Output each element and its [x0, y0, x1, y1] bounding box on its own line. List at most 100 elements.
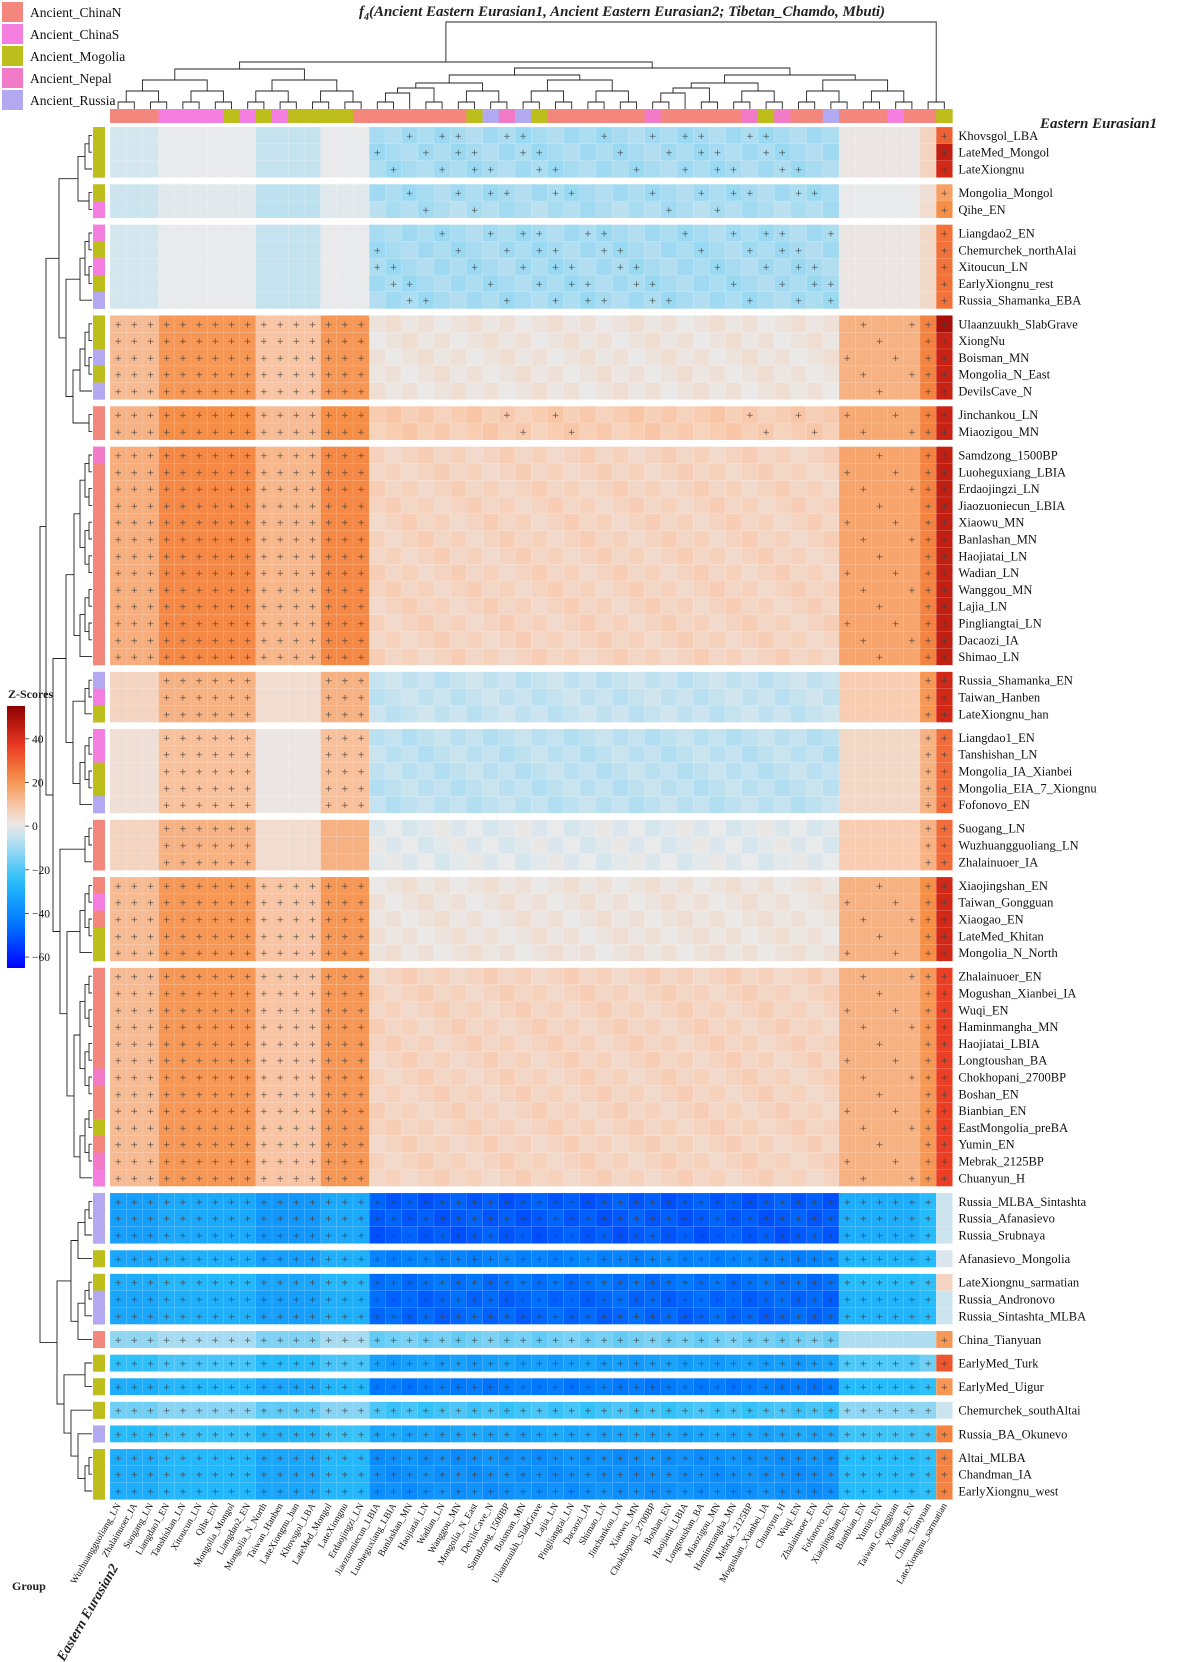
- heatmap-cell: [693, 547, 710, 565]
- row-dendrogram-branch: [84, 688, 92, 715]
- heatmap-cell: [482, 564, 500, 582]
- heatmap-cell: [450, 1034, 467, 1053]
- row-dendrogram-branch: [79, 257, 92, 301]
- significance-mark: +: [163, 485, 171, 495]
- significance-mark: +: [114, 502, 122, 512]
- significance-mark: +: [195, 990, 203, 1000]
- significance-mark: +: [179, 1215, 187, 1225]
- significance-mark: +: [892, 1158, 900, 1168]
- significance-mark: +: [357, 653, 365, 663]
- heatmap-cell: [531, 648, 548, 666]
- heatmap-cell: [417, 1001, 435, 1019]
- significance-mark: +: [179, 519, 187, 529]
- heatmap-cell: [725, 547, 743, 565]
- heatmap-cell: [482, 258, 500, 276]
- heatmap-cell: [871, 796, 889, 814]
- heatmap-cell: [903, 382, 921, 400]
- significance-mark: +: [357, 784, 365, 794]
- heatmap-cell: [774, 422, 791, 441]
- significance-mark: +: [811, 428, 819, 438]
- significance-mark: +: [325, 620, 333, 630]
- heatmap-cell: [757, 564, 775, 582]
- significance-mark: +: [341, 502, 349, 512]
- heatmap-cell: [158, 183, 176, 202]
- heatmap-cell: [563, 984, 581, 1002]
- significance-mark: +: [843, 1255, 851, 1265]
- significance-mark: +: [179, 536, 187, 546]
- significance-mark: +: [860, 1124, 868, 1134]
- heatmap-cell: [547, 580, 565, 599]
- significance-mark: +: [244, 801, 252, 811]
- heatmap-cell: [838, 200, 856, 219]
- heatmap-cell: [271, 224, 289, 242]
- row-dendrogram-branch: [72, 369, 89, 424]
- heatmap-cell: [887, 446, 905, 464]
- significance-mark: +: [228, 1174, 236, 1184]
- column-group-cell: [223, 109, 240, 123]
- heatmap-cell: [401, 547, 419, 565]
- significance-mark: +: [341, 677, 349, 687]
- significance-mark: +: [762, 149, 770, 159]
- heatmap-cell: [482, 984, 500, 1002]
- heatmap-cell: [725, 1101, 743, 1120]
- significance-mark: +: [924, 949, 932, 959]
- heatmap-cell: [790, 1169, 808, 1187]
- heatmap-cell: [369, 671, 386, 689]
- significance-mark: +: [924, 882, 932, 892]
- row-dendrogram-branch: [88, 770, 92, 789]
- heatmap-cell: [482, 1135, 500, 1154]
- heatmap-cell: [644, 580, 662, 599]
- heatmap-cell: [822, 496, 840, 515]
- significance-mark: +: [244, 536, 252, 546]
- heatmap-cell: [936, 422, 953, 441]
- heatmap-cell: [369, 530, 386, 548]
- significance-mark: +: [244, 1040, 252, 1050]
- heatmap-cell: [239, 200, 257, 219]
- significance-mark: +: [941, 768, 949, 778]
- heatmap-cell: [450, 745, 467, 763]
- significance-mark: +: [341, 1107, 349, 1117]
- heatmap-cell: [660, 126, 678, 145]
- heatmap-cell: [612, 315, 629, 333]
- significance-mark: +: [924, 603, 932, 613]
- significance-mark: +: [357, 536, 365, 546]
- heatmap-cell: [741, 1118, 759, 1137]
- heatmap-cell: [725, 143, 743, 162]
- heatmap-cell: [369, 580, 386, 599]
- heatmap-cell: [709, 332, 727, 350]
- heatmap-cell: [806, 1051, 824, 1070]
- significance-mark: +: [827, 1279, 835, 1289]
- heatmap-cell: [822, 967, 840, 985]
- heatmap-cell: [466, 422, 483, 441]
- heatmap-cell: [806, 580, 824, 599]
- significance-mark: +: [941, 132, 949, 142]
- heatmap-cell: [936, 1226, 953, 1244]
- heatmap-cell: [903, 160, 921, 178]
- heatmap-cell: [936, 1290, 953, 1308]
- significance-mark: +: [698, 1255, 706, 1265]
- significance-mark: +: [357, 1006, 365, 1016]
- heatmap-cell: [547, 893, 565, 911]
- significance-mark: +: [114, 452, 122, 462]
- heatmap-cell: [563, 745, 581, 763]
- heatmap-cell: [595, 422, 613, 441]
- significance-mark: +: [195, 1279, 203, 1289]
- significance-mark: +: [584, 1255, 592, 1265]
- significance-mark: +: [892, 569, 900, 579]
- heatmap-cell: [855, 779, 872, 797]
- significance-mark: +: [941, 1040, 949, 1050]
- significance-mark: +: [114, 1124, 122, 1134]
- heatmap-cell: [628, 463, 646, 481]
- heatmap-cell: [644, 1001, 662, 1019]
- significance-mark: +: [212, 949, 220, 959]
- heatmap-cell: [871, 480, 889, 498]
- significance-mark: +: [390, 1312, 398, 1322]
- heatmap-cell: [774, 315, 791, 333]
- significance-mark: +: [762, 263, 770, 273]
- heatmap-cell: [498, 876, 516, 895]
- row-dendrogram-branch: [63, 1374, 85, 1434]
- heatmap-cell: [450, 1135, 467, 1154]
- heatmap-cell: [288, 258, 305, 276]
- significance-mark: +: [228, 428, 236, 438]
- column-dendrogram-branch: [927, 101, 945, 109]
